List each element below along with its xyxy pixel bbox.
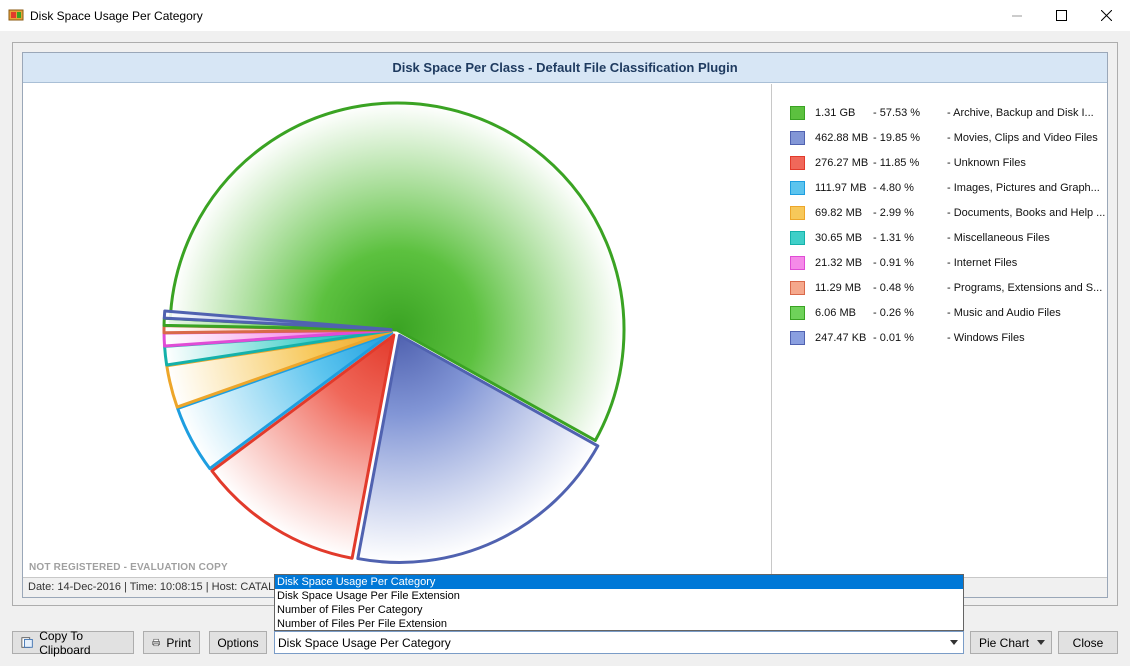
pie-slice	[162, 309, 393, 332]
maximize-button[interactable]	[1039, 0, 1084, 31]
legend-swatch	[790, 181, 805, 195]
chevron-down-icon[interactable]	[1037, 640, 1045, 645]
legend-percent: - 11.85 %	[873, 157, 920, 169]
title-bar: Disk Space Usage Per Category	[0, 0, 1130, 31]
chart-type-value: Pie Chart	[979, 635, 1030, 650]
options-button[interactable]: Options	[209, 631, 267, 654]
legend-item: 30.65 MB - 1.31 % - Miscellaneous Files	[790, 229, 1107, 247]
chart-type-select[interactable]: Pie Chart	[970, 631, 1052, 654]
legend-label: - Images, Pictures and Graph...	[947, 182, 1100, 194]
legend-label: - Movies, Clips and Video Files	[947, 132, 1098, 144]
legend-item: 462.88 MB - 19.85 % - Movies, Clips and Vi…	[790, 129, 1107, 147]
panel-header: Disk Space Per Class - Default File Clas…	[23, 53, 1107, 83]
window-title: Disk Space Usage Per Category	[30, 9, 203, 23]
legend-percent: - 0.26 %	[873, 307, 914, 319]
legend-size: 21.32 MB	[815, 257, 863, 269]
legend-label: - Miscellaneous Files	[947, 232, 1050, 244]
close-icon	[1101, 10, 1112, 21]
legend-swatch	[790, 131, 805, 145]
options-label: Options	[217, 635, 259, 650]
evaluation-watermark: NOT REGISTERED - EVALUATION COPY	[29, 562, 228, 573]
legend-item: 69.82 MB - 2.99 % - Documents, Books and H…	[790, 204, 1107, 222]
legend-size: 30.65 MB	[815, 232, 863, 244]
legend-item: 276.27 MB - 11.85 % - Unknown Files	[790, 154, 1107, 172]
legend-label: - Windows Files	[947, 332, 1025, 344]
dropdown-option[interactable]: Number of Files Per Category	[277, 604, 423, 616]
pie-slice	[356, 333, 600, 564]
chevron-down-icon[interactable]	[950, 640, 958, 645]
legend-size: 276.27 MB	[815, 157, 869, 169]
legend-size: 6.06 MB	[815, 307, 856, 319]
legend-label: - Archive, Backup and Disk I...	[947, 107, 1094, 119]
printer-icon	[152, 638, 161, 647]
report-type-select[interactable]: Disk Space Usage Per Category	[274, 631, 964, 654]
clipboard-icon	[21, 637, 33, 648]
legend-size: 1.31 GB	[815, 107, 856, 119]
report-type-value: Disk Space Usage Per Category	[278, 636, 451, 650]
legend-label: - Unknown Files	[947, 157, 1026, 169]
legend-item: 111.97 MB - 4.80 % - Images, Pictures and …	[790, 179, 1107, 197]
print-label: Print	[166, 635, 191, 650]
pie-chart	[162, 101, 626, 564]
legend-percent: - 1.31 %	[873, 232, 914, 244]
legend-label: - Documents, Books and Help ...	[947, 207, 1106, 219]
minimize-icon	[1011, 15, 1022, 16]
close-button[interactable]: Close	[1058, 631, 1118, 654]
legend-label: - Internet Files	[947, 257, 1018, 269]
report-type-dropdown-list: Disk Space Usage Per Category Disk Space …	[274, 574, 964, 631]
legend-percent: - 0.48 %	[873, 282, 914, 294]
legend-swatch	[790, 206, 805, 220]
legend-swatch	[790, 256, 805, 270]
legend-item: 1.31 GB - 57.53 % - Archive, Backup and Di…	[790, 104, 1107, 122]
chart-legend: 1.31 GB - 57.53 % - Archive, Backup and Di…	[771, 84, 1107, 577]
dropdown-option[interactable]: Number of Files Per File Extension	[277, 618, 447, 630]
legend-percent: - 57.53 %	[873, 107, 921, 119]
legend-item: 6.06 MB - 0.26 % - Music and Audio Files	[790, 304, 1107, 322]
legend-size: 69.82 MB	[815, 207, 863, 219]
legend-item: 21.32 MB - 0.91 % - Internet Files	[790, 254, 1107, 272]
legend-percent: - 19.85 %	[873, 132, 921, 144]
legend-size: 11.29 MB	[815, 282, 862, 294]
pie-slice	[168, 101, 626, 442]
legend-percent: - 2.99 %	[873, 207, 914, 219]
legend-size: 111.97 MB	[815, 182, 867, 194]
chart-area	[23, 84, 771, 577]
copy-label: Copy To Clipboard	[39, 628, 91, 657]
close-window-button[interactable]	[1084, 0, 1129, 31]
legend-swatch	[790, 281, 805, 295]
legend-percent: - 0.01 %	[873, 332, 914, 344]
legend-swatch	[790, 156, 805, 170]
dropdown-option[interactable]: Disk Space Usage Per File Extension	[277, 590, 460, 602]
app-icon	[8, 9, 24, 21]
legend-size: 247.47 KB	[815, 332, 867, 344]
close-label: Close	[1072, 635, 1104, 650]
dropdown-option[interactable]: Disk Space Usage Per Category	[275, 575, 963, 589]
pie-slice	[176, 331, 394, 471]
legend-swatch	[790, 106, 805, 120]
legend-item: 247.47 KB - 0.01 % - Windows Files	[790, 329, 1107, 347]
legend-percent: - 4.80 %	[873, 182, 914, 194]
legend-swatch	[790, 231, 805, 245]
pie-slice	[210, 333, 396, 560]
legend-swatch	[790, 306, 805, 320]
legend-size: 462.88 MB	[815, 132, 869, 144]
print-button[interactable]: Print	[143, 631, 200, 654]
legend-percent: - 0.91 %	[873, 257, 914, 269]
copy-to-clipboard-button[interactable]: Copy To Clipboard	[12, 628, 134, 657]
maximize-icon	[1056, 10, 1067, 21]
report-panel: Disk Space Per Class - Default File Clas…	[22, 52, 1108, 598]
legend-item: 11.29 MB - 0.48 % - Programs, Extensions a…	[790, 279, 1107, 297]
minimize-button[interactable]	[994, 0, 1039, 31]
legend-label: - Programs, Extensions and S...	[947, 282, 1103, 294]
legend-label: - Music and Audio Files	[947, 307, 1061, 319]
legend-swatch	[790, 331, 805, 345]
